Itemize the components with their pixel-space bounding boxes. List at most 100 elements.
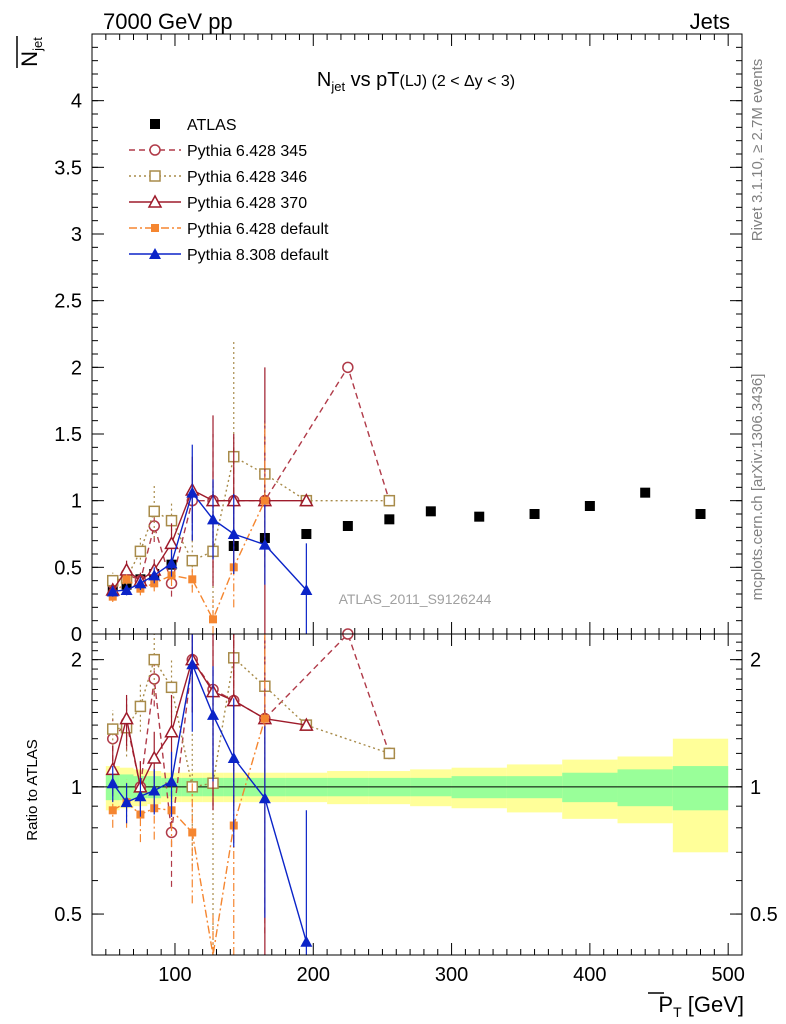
point-p346 (148, 505, 160, 518)
ratio-point-p8def (165, 775, 178, 787)
ratio-x-tick-label: 100 (158, 964, 191, 986)
ratio-x-tick-label: 300 (435, 964, 468, 986)
ratio-line-p370 (112, 657, 307, 790)
ratio-point-p346 (165, 681, 178, 694)
ratio-y-tick-label-right: 2 (750, 650, 761, 672)
point-p6def (209, 615, 218, 624)
ratio-panel: 100 200 300 400 500 0.5 0.5 1 1 2 2 (54, 628, 778, 986)
band-inner (562, 772, 618, 803)
legend-item-p346: Pythia 6.428 346 (129, 169, 307, 186)
ratio-point-p346 (134, 700, 147, 713)
point-p8def (148, 569, 161, 581)
point-p8def (134, 577, 147, 589)
series-p8def (106, 444, 313, 634)
point-p6def (122, 575, 131, 584)
main-y-tick-label: 2.5 (54, 291, 82, 313)
main-y-tick-label: 0.5 (54, 557, 82, 579)
main-y-tick-label: 3 (71, 224, 82, 246)
main-y-tick-label: 2 (71, 357, 82, 379)
y-axis-label-top: Njet (16, 36, 45, 68)
ratio-y-tick-label-right: 0.5 (750, 904, 778, 926)
series-p345 (106, 361, 396, 597)
point-p346 (186, 554, 199, 567)
chart-title: Njet vs pT(LJ) (2 < Δy < 3) (317, 69, 515, 94)
main-y-tick-label: 0 (71, 624, 82, 646)
point-p8def (106, 585, 119, 597)
point-data (301, 529, 312, 539)
band-inner (672, 766, 729, 811)
x-axis-label: PT [GeV] (648, 992, 744, 1020)
series-data (107, 487, 706, 597)
legend-item-p370: Pythia 6.428 370 (129, 194, 307, 212)
legend-item-p8def: Pythia 8.308 default (129, 247, 329, 264)
ratio-line-p8def (112, 661, 308, 942)
legend-item-data: ATLAS (150, 117, 237, 134)
legend-item-p6def: Pythia 6.428 default (129, 221, 329, 238)
x-axis-label-unit: [GeV] (682, 992, 744, 1017)
legend: ATLAS Pythia 6.428 345 Pythia 6.428 346 Pyt… (129, 117, 329, 264)
point-p8def (207, 513, 220, 525)
point-p346 (134, 545, 147, 558)
legend-marker-p370 (147, 194, 163, 208)
point-p345 (342, 361, 354, 374)
series-p370 (105, 367, 314, 634)
chart-title-sub: jet (330, 79, 345, 94)
legend-marker-p8def (149, 248, 161, 259)
ratio-x-tick-label: 200 (297, 964, 330, 986)
ratio-y-tick-label: 1 (71, 777, 82, 799)
point-data (529, 509, 540, 519)
ratio-point-p6def (108, 806, 117, 815)
ratio-y-tick-label-right: 1 (750, 777, 761, 799)
point-p8def (300, 584, 313, 595)
chart-title-mid: vs pT (345, 69, 399, 91)
ratio-y-tick-label: 0.5 (54, 904, 82, 926)
band-inner (617, 769, 673, 807)
ratio-point-p8def (186, 658, 199, 670)
legend-marker-p346 (149, 170, 161, 182)
ratio-frame (91, 633, 743, 956)
main-y-tick-label: 3.5 (54, 157, 82, 179)
point-p346 (383, 494, 396, 507)
header-left: 7000 GeV pp (103, 9, 233, 34)
ratio-point-p6def (188, 828, 197, 837)
point-data (695, 509, 706, 519)
point-p8def (227, 528, 240, 539)
legend-label-p6def: Pythia 6.428 default (187, 221, 329, 238)
legend-item-p345: Pythia 6.428 345 (129, 143, 307, 160)
ratio-point-p370 (146, 750, 162, 764)
ratio-point-p8def (207, 708, 220, 720)
legend-label-p8def: Pythia 8.308 default (187, 247, 329, 264)
legend-label-p345: Pythia 6.428 345 (187, 143, 307, 160)
point-p370 (299, 493, 314, 507)
point-p8def (165, 557, 178, 569)
series-line-p6def (112, 500, 266, 622)
point-p6def (260, 496, 269, 505)
chart-title-main: N (317, 69, 331, 91)
legend-label-p370: Pythia 6.428 370 (187, 195, 307, 212)
ratio-x-tick-label: 500 (711, 964, 744, 986)
side-label-top: Rivet 3.1.10, ≥ 2.7M events (749, 59, 766, 242)
ratio-point-p8def (300, 935, 313, 947)
point-p370 (119, 562, 134, 576)
point-data (640, 487, 651, 498)
legend-label-data: ATLAS (187, 117, 237, 134)
ratio-point-p370 (299, 717, 314, 731)
series-p6def (108, 420, 269, 634)
ratio-point-p8def (227, 752, 240, 764)
main-y-tick-label: 1.5 (54, 424, 82, 446)
y-axis-label-sub: jet (30, 37, 45, 52)
ratio-point-p8def (120, 796, 133, 808)
ratio-point-p8def (134, 790, 147, 802)
header-right: Jets (690, 9, 730, 34)
legend-marker-data (150, 119, 160, 129)
main-y-tick-label: 4 (71, 91, 82, 113)
ratio-point-p346 (106, 723, 119, 735)
legend-marker-p6def (151, 224, 159, 232)
ratio-point-p346 (383, 747, 396, 760)
point-p6def (188, 575, 197, 584)
y-axis-label-main: N (17, 51, 42, 67)
x-axis-label-main: P (658, 992, 673, 1017)
point-p8def (120, 584, 133, 595)
series-line-p8def (112, 491, 307, 593)
analysis-watermark: ATLAS_2011_S9126244 (339, 591, 492, 607)
